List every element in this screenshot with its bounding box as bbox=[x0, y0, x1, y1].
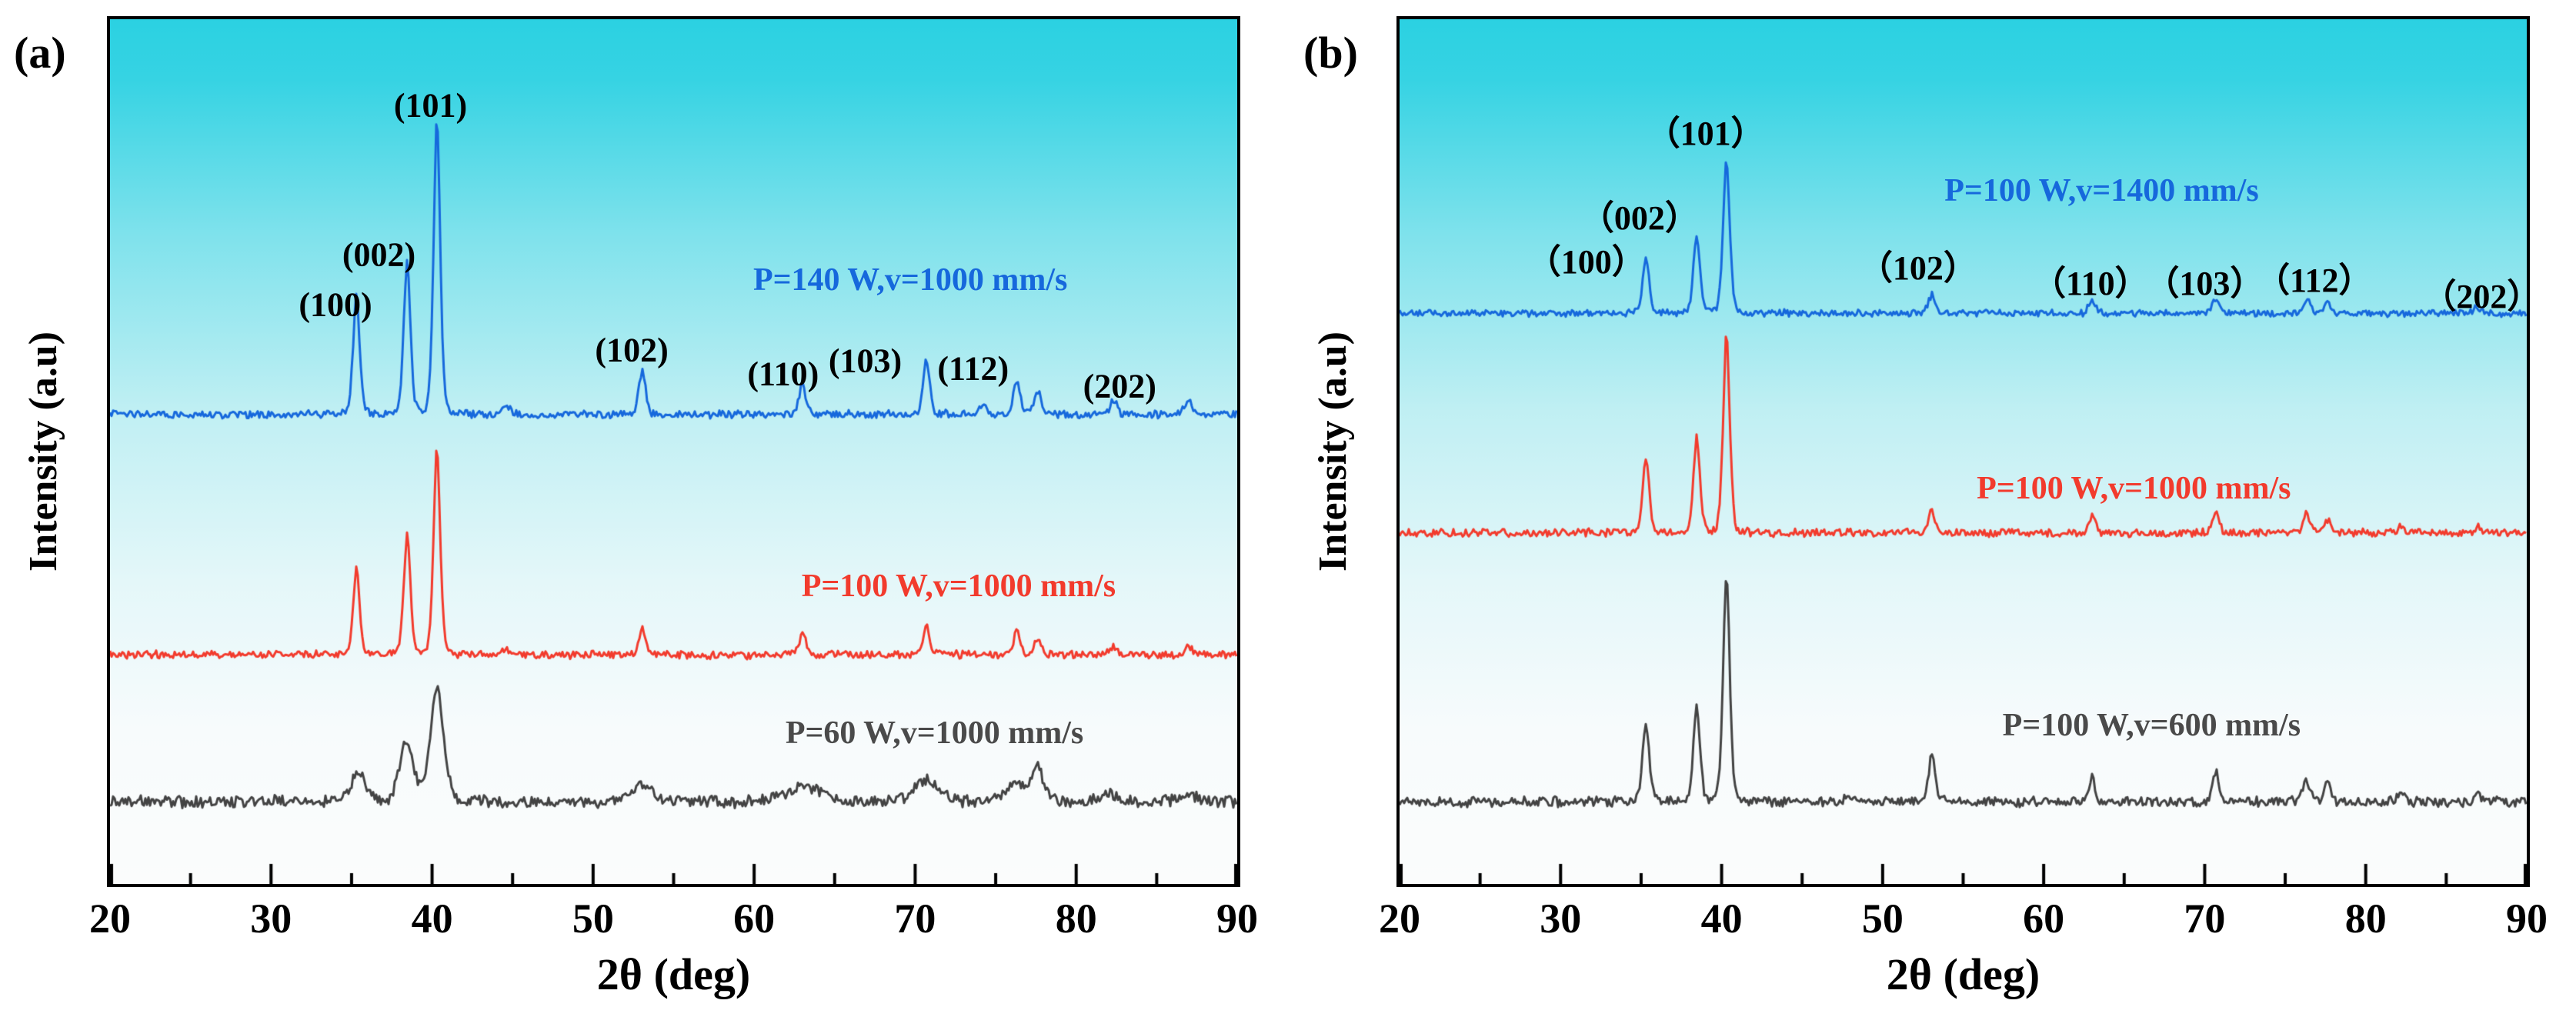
plot-area: P=100 W,v=600 mm/s P=100 W,v=1000 mm/s P=1… bbox=[1396, 16, 2541, 887]
x-tick-label: 80 bbox=[2344, 895, 2387, 942]
plot-area: P=60 W,v=1000 mm/s P=100 W,v=1000 mm/s P=1… bbox=[107, 16, 1240, 887]
xrd-curves-canvas bbox=[1400, 19, 2527, 884]
x-axis-ticks: 20 30 40 50 60 70 80 90 bbox=[1379, 895, 2548, 942]
x-tick-label: 30 bbox=[250, 895, 292, 942]
y-axis-label: Intensity (a.u) bbox=[22, 331, 65, 572]
panel-a: (a) Intensity (a.u) P=60 W,v=1000 mm/s P=… bbox=[14, 16, 1258, 999]
panel-letter-a: (a) bbox=[14, 28, 66, 78]
peak-label: （110） bbox=[2032, 265, 2149, 303]
x-tick-label: 70 bbox=[894, 895, 936, 942]
x-tick-label: 30 bbox=[1540, 895, 1582, 942]
series-legend: P=100 W,v=1000 mm/s bbox=[801, 569, 1116, 605]
x-tick-label: 90 bbox=[1216, 895, 1258, 942]
series-legend: P=100 W,v=600 mm/s bbox=[2002, 708, 2301, 744]
peak-label: （002） bbox=[1580, 199, 1699, 238]
series-legend: P=140 W,v=1000 mm/s bbox=[752, 262, 1068, 298]
peak-label: (202) bbox=[1083, 367, 1156, 405]
peak-label: (102) bbox=[595, 331, 669, 369]
series-legend: P=100 W,v=1000 mm/s bbox=[1977, 471, 2291, 507]
x-tick-label: 40 bbox=[1700, 895, 1743, 942]
x-tick-label: 20 bbox=[1379, 895, 1420, 942]
peak-label: （102） bbox=[1858, 249, 1977, 288]
x-tick-label: 60 bbox=[733, 895, 776, 942]
series-legend: P=100 W,v=1400 mm/s bbox=[1944, 172, 2259, 208]
panel-letter-b: (b) bbox=[1303, 28, 1358, 78]
x-axis-ticks: 20 30 40 50 60 70 80 90 bbox=[89, 895, 1258, 942]
peak-label: (002) bbox=[342, 235, 416, 274]
x-tick-label: 50 bbox=[572, 895, 614, 942]
panel-b: (b) Intensity (a.u) P=100 W,v=600 mm/s P=… bbox=[1303, 16, 2548, 999]
x-tick-label: 80 bbox=[1055, 895, 1097, 942]
x-tick-label: 70 bbox=[2184, 895, 2226, 942]
x-axis-label: 2θ (deg) bbox=[1886, 949, 2040, 999]
peak-label: (101) bbox=[393, 86, 468, 125]
x-axis-label: 2θ (deg) bbox=[596, 949, 751, 999]
series-legend: P=60 W,v=1000 mm/s bbox=[785, 715, 1084, 752]
peak-label: （202） bbox=[2422, 278, 2541, 316]
peak-label: （101） bbox=[1646, 114, 1765, 152]
x-tick-label: 20 bbox=[89, 895, 131, 942]
x-tick-label: 50 bbox=[1861, 895, 1904, 942]
peak-label: (100) bbox=[299, 285, 372, 324]
peak-label: （103） bbox=[2145, 265, 2264, 303]
x-tick-label: 90 bbox=[2506, 895, 2548, 942]
peak-label: （100） bbox=[1527, 243, 1646, 282]
y-axis-label: Intensity (a.u) bbox=[1311, 331, 1355, 572]
xrd-curves-canvas bbox=[110, 19, 1237, 884]
x-tick-label: 60 bbox=[2023, 895, 2065, 942]
peak-label: (103) bbox=[828, 342, 903, 380]
x-tick-label: 40 bbox=[411, 895, 453, 942]
peak-label: （112） bbox=[2255, 261, 2373, 299]
peak-label: (110) bbox=[747, 355, 819, 393]
peak-label: (112) bbox=[937, 349, 1009, 388]
